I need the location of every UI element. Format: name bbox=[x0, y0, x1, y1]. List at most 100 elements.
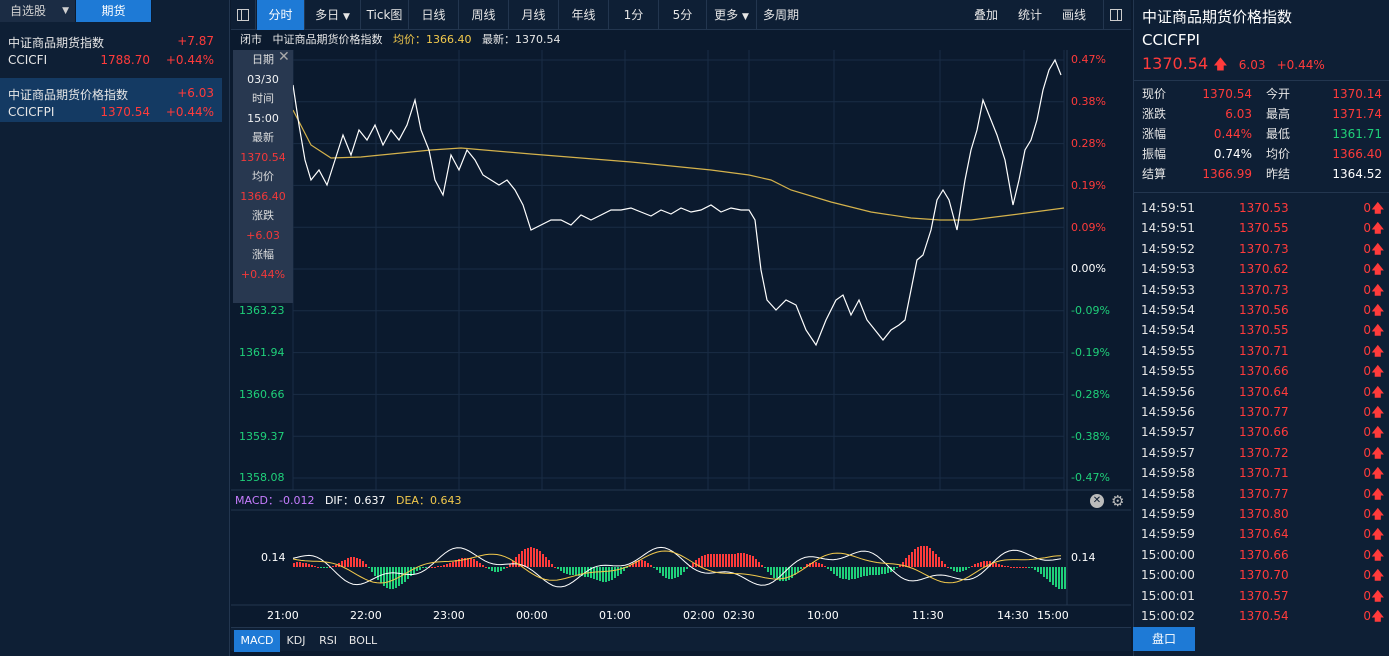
stat-value: 6.03 bbox=[1225, 107, 1252, 121]
macd-bar bbox=[950, 567, 952, 569]
tab-rsi-label: RSI bbox=[319, 634, 337, 647]
up-arrow-icon: 🡅 bbox=[1371, 282, 1384, 297]
macd-bar bbox=[314, 566, 316, 567]
tooltip-last-label: 最新 bbox=[252, 131, 274, 144]
macd-bar bbox=[653, 567, 655, 568]
tab-macd-label: MACD bbox=[240, 634, 274, 647]
macd-bar bbox=[587, 567, 589, 577]
dea-line bbox=[292, 550, 1062, 584]
macd-bar bbox=[311, 565, 313, 567]
close-icon[interactable]: ✕ bbox=[278, 49, 290, 65]
dropdown-arrow-icon[interactable]: ▼ bbox=[62, 6, 69, 16]
indicator-tabs: MACD KDJ RSI BOLL bbox=[231, 627, 1131, 652]
macd-bar bbox=[824, 566, 826, 567]
stats-label: 统计 bbox=[1017, 8, 1042, 22]
tab-monthly-label: 月线 bbox=[521, 8, 546, 22]
close-indicator-icon[interactable]: ✕ bbox=[1090, 494, 1104, 508]
macd-bar bbox=[437, 566, 439, 567]
macd-bar bbox=[551, 564, 553, 567]
watchlist-panel: 自选股 ▼ 期货 中证商品期货指数 +7.87 CCICFI 1788.70 +… bbox=[0, 0, 230, 656]
time-axis-label: 10:00 bbox=[807, 609, 839, 622]
up-arrow-icon: 🡅 bbox=[1213, 57, 1228, 73]
macd-bar bbox=[299, 562, 301, 567]
tab-tick[interactable]: Tick图 bbox=[361, 0, 409, 30]
macd-bar bbox=[602, 567, 604, 582]
macd-bar bbox=[383, 567, 385, 586]
tab-macd[interactable]: MACD bbox=[234, 630, 280, 652]
macd-bar bbox=[656, 567, 658, 570]
macd-label: MACD： bbox=[235, 494, 279, 507]
panel-toggle-icon[interactable] bbox=[231, 0, 256, 30]
time-axis-label: 15:00 bbox=[1037, 609, 1069, 622]
time-axis-label: 01:00 bbox=[599, 609, 631, 622]
stats-button[interactable]: 统计 bbox=[1008, 0, 1052, 30]
avg-label: 均价： bbox=[393, 33, 426, 46]
macd-bar bbox=[458, 559, 460, 567]
tick-time: 15:00:00 bbox=[1141, 547, 1195, 562]
tab-multiday-label: 多日 bbox=[315, 8, 340, 22]
tick-price: 1370.66 bbox=[1239, 364, 1289, 379]
macd-bar bbox=[374, 567, 376, 576]
macd-bar bbox=[725, 554, 727, 567]
chart-area[interactable] bbox=[231, 30, 1131, 626]
tab-yearly[interactable]: 年线 bbox=[559, 0, 609, 30]
macd-bar bbox=[716, 554, 718, 567]
up-arrow-icon: 🡅 bbox=[1371, 303, 1384, 317]
tab-multiperiod-label: 多周期 bbox=[762, 8, 799, 22]
overlay-button[interactable]: 叠加 bbox=[964, 0, 1008, 30]
tab-multiday[interactable]: 多日 ▼ bbox=[305, 0, 361, 30]
macd-bar bbox=[593, 567, 595, 579]
order-book-button[interactable]: 盘口 bbox=[1133, 627, 1195, 651]
tab-watchlist[interactable]: 自选股 ▼ bbox=[0, 0, 76, 22]
pct-axis-label: -0.19% bbox=[1071, 346, 1110, 359]
tick-time: 14:59:57 bbox=[1141, 445, 1195, 460]
macd-bar bbox=[608, 567, 610, 581]
tab-rsi[interactable]: RSI bbox=[313, 630, 343, 652]
tab-weekly[interactable]: 周线 bbox=[459, 0, 509, 30]
macd-bar bbox=[932, 551, 934, 567]
tab-kdj[interactable]: KDJ bbox=[281, 630, 311, 652]
tab-boll[interactable]: BOLL bbox=[345, 630, 381, 652]
macd-bar bbox=[641, 560, 643, 567]
item-price: 1370.54 bbox=[100, 105, 150, 119]
macd-bar bbox=[446, 564, 448, 567]
list-item[interactable]: 中证商品期货指数 +7.87 CCICFI 1788.70 +0.44% bbox=[0, 26, 222, 67]
settings-gear-icon[interactable]: ⚙ bbox=[1111, 492, 1125, 510]
macd-bar bbox=[443, 565, 445, 567]
macd-bar bbox=[491, 567, 493, 571]
macd-header: MACD：-0.012 DIF：0.637 DEA：0.643 bbox=[235, 492, 1130, 510]
tick-price: 1370.72 bbox=[1239, 445, 1289, 460]
tooltip-time-value: 15:00 bbox=[247, 111, 279, 125]
tab-more[interactable]: 更多 ▼ bbox=[707, 0, 757, 30]
tick-time: 14:59:51 bbox=[1141, 201, 1195, 215]
tab-futures[interactable]: 期货 bbox=[76, 0, 152, 22]
macd-bar bbox=[617, 567, 619, 576]
macd-bar bbox=[893, 567, 895, 570]
up-arrow-icon: 🡅 bbox=[1371, 201, 1384, 215]
macd-bar bbox=[1028, 567, 1030, 568]
draw-button[interactable]: 画线 bbox=[1052, 0, 1096, 30]
list-item-selected[interactable]: 中证商品期货价格指数 +6.03 CCICFPI 1370.54 +0.44% bbox=[0, 78, 222, 122]
tab-1min[interactable]: 1分 bbox=[609, 0, 659, 30]
tab-daily[interactable]: 日线 bbox=[409, 0, 459, 30]
macd-bar bbox=[464, 558, 466, 567]
tab-5min[interactable]: 5分 bbox=[659, 0, 707, 30]
macd-bar bbox=[722, 554, 724, 567]
tick-price: 1370.77 bbox=[1239, 486, 1289, 501]
tick-row: 14:59:58 1370.77 0 🡅 bbox=[1133, 484, 1389, 504]
panel-toggle-right-icon[interactable] bbox=[1103, 0, 1128, 30]
tick-row: 14:59:51 1370.53 0 🡅 bbox=[1133, 198, 1389, 218]
tick-volume: 0 bbox=[1363, 547, 1371, 562]
macd-bar bbox=[719, 554, 721, 567]
tick-price: 1370.64 bbox=[1239, 527, 1289, 542]
divider bbox=[1133, 80, 1389, 81]
tab-monthly[interactable]: 月线 bbox=[509, 0, 559, 30]
quote-price: 1370.54 bbox=[1142, 54, 1209, 73]
tick-price: 1370.73 bbox=[1239, 241, 1289, 256]
tab-intraday[interactable]: 分时 bbox=[257, 0, 305, 30]
price-axis-label: 1360.66 bbox=[239, 388, 285, 401]
macd-bar bbox=[1064, 567, 1066, 589]
macd-bar bbox=[920, 546, 922, 567]
tick-row: 14:59:51 1370.55 0 🡅 bbox=[1133, 218, 1389, 238]
tab-multiperiod[interactable]: 多周期 bbox=[757, 0, 805, 30]
